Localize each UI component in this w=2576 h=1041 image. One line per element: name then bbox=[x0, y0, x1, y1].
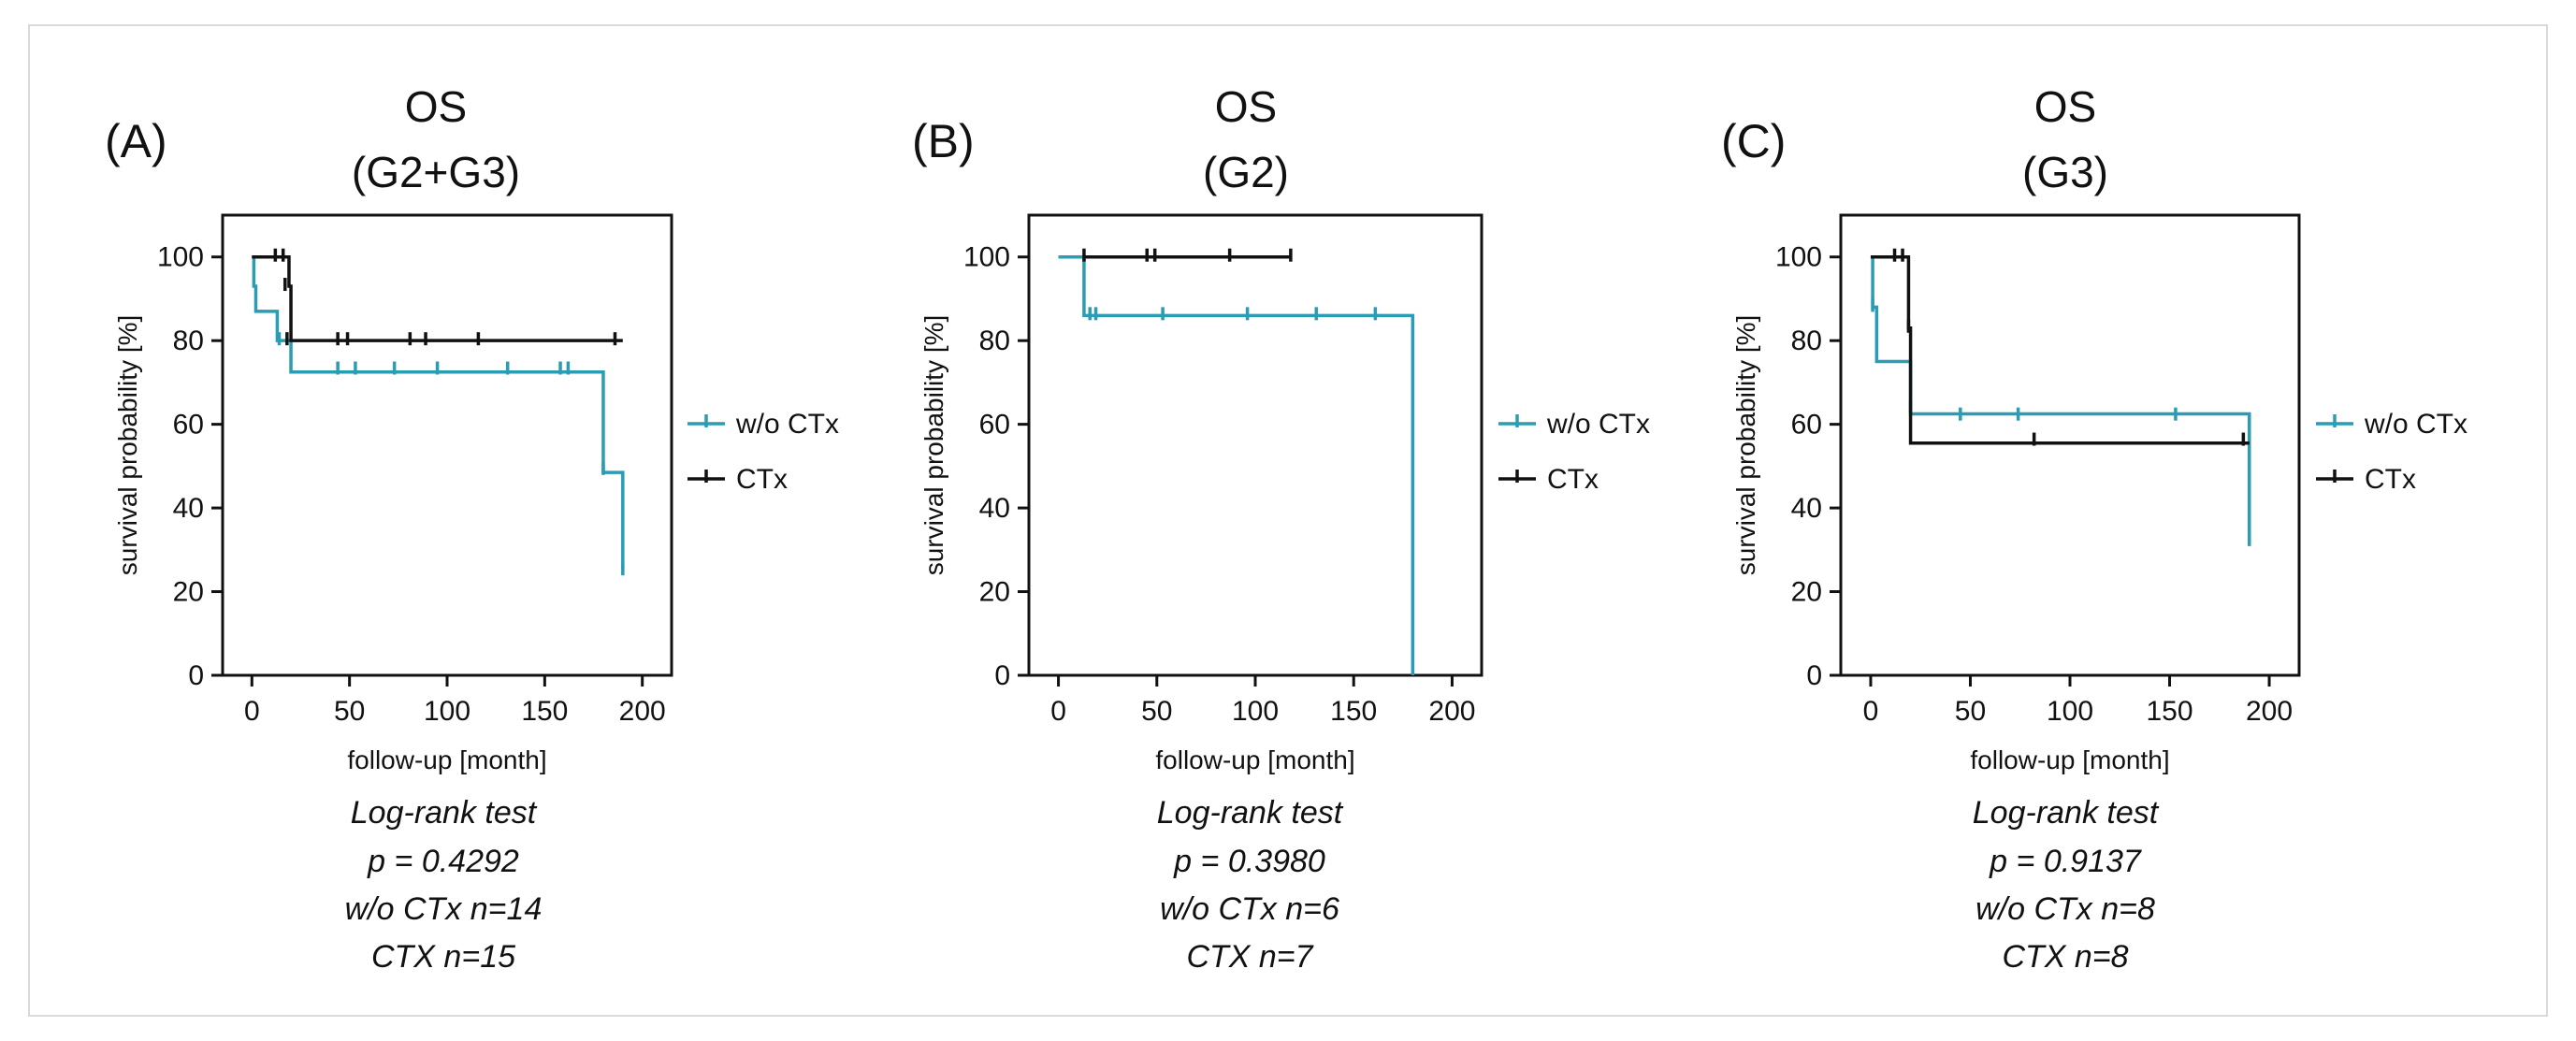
y-tick-label: 80 bbox=[173, 325, 204, 356]
stat-line: Log-rank test bbox=[1157, 795, 1344, 831]
survival-curve bbox=[252, 254, 625, 569]
x-tick-label: 200 bbox=[2246, 696, 2293, 727]
x-axis-label: follow-up [month] bbox=[1970, 745, 2169, 774]
legend-label: CTx bbox=[1547, 464, 1599, 495]
panel-label: (C) bbox=[1721, 115, 1786, 167]
x-tick-label: 50 bbox=[1955, 696, 1986, 727]
x-axis-label: follow-up [month] bbox=[1155, 745, 1354, 774]
series-ctx bbox=[1082, 248, 1293, 262]
y-tick-label: 40 bbox=[979, 493, 1010, 524]
chart-panel-2: (B) OS (G2) 0 20 40 60 80 100 0 50 100 150 200 follow-… bbox=[912, 82, 1650, 975]
x-tick-label: 50 bbox=[334, 696, 365, 727]
stat-line: w/o CTx n=8 bbox=[1975, 891, 2155, 927]
y-axis-label: survival probability [%] bbox=[919, 315, 948, 576]
y-tick-label: 60 bbox=[173, 410, 204, 441]
stat-line: p = 0.4292 bbox=[367, 844, 519, 879]
chart-title-line: OS bbox=[2034, 82, 2096, 131]
y-tick-label: 80 bbox=[1791, 325, 1822, 356]
legend-entry: CTx bbox=[687, 464, 788, 495]
figure-frame bbox=[28, 24, 2548, 1017]
y-tick-label: 100 bbox=[1775, 242, 1822, 273]
stat-line: w/o CTx n=14 bbox=[345, 891, 543, 927]
y-tick-label: 0 bbox=[188, 660, 204, 691]
y-tick-label: 0 bbox=[1806, 660, 1822, 691]
survival-curve bbox=[1058, 254, 1415, 675]
legend-entry: w/o CTx bbox=[1498, 409, 1650, 440]
chart-panel-1: (A) OS (G2+G3) 0 20 40 60 80 100 0 50 100 150 200 foll… bbox=[105, 82, 839, 975]
stat-line: w/o CTx n=6 bbox=[1160, 891, 1339, 927]
legend-entry: w/o CTx bbox=[687, 409, 839, 440]
x-tick-label: 100 bbox=[424, 696, 470, 727]
x-tick-label: 150 bbox=[1330, 696, 1377, 727]
x-tick-label: 200 bbox=[1428, 696, 1475, 727]
x-tick-label: 0 bbox=[1050, 696, 1066, 727]
x-tick-label: 100 bbox=[1232, 696, 1279, 727]
y-tick-label: 20 bbox=[1791, 577, 1822, 608]
stat-line: CTX n=8 bbox=[2002, 939, 2128, 975]
y-tick-label: 80 bbox=[979, 325, 1010, 356]
x-axis-label: follow-up [month] bbox=[347, 745, 546, 774]
y-tick-label: 100 bbox=[963, 242, 1010, 273]
x-tick-label: 0 bbox=[1863, 696, 1879, 727]
survival-curve bbox=[252, 254, 623, 342]
x-tick-label: 0 bbox=[244, 696, 260, 727]
x-tick-label: 150 bbox=[521, 696, 568, 727]
chart-title-line: OS bbox=[1215, 82, 1277, 131]
stat-line: p = 0.9137 bbox=[1989, 844, 2142, 879]
y-axis-label: survival probability [%] bbox=[1731, 315, 1760, 576]
chart-title-line: (G3) bbox=[2022, 148, 2108, 196]
chart-panel-3: (C) OS (G3) 0 20 40 60 80 100 0 50 100 150 200 follow-… bbox=[1721, 82, 2467, 975]
y-tick-label: 60 bbox=[979, 410, 1010, 441]
y-tick-label: 20 bbox=[979, 577, 1010, 608]
series-ctx bbox=[252, 248, 623, 346]
stat-line: CTX n=15 bbox=[371, 939, 515, 975]
stat-line: p = 0.3980 bbox=[1173, 844, 1325, 879]
legend-entry: w/o CTx bbox=[2316, 409, 2467, 440]
y-axis-label: survival probability [%] bbox=[113, 315, 142, 576]
x-tick-label: 50 bbox=[1141, 696, 1172, 727]
legend-label: CTx bbox=[736, 464, 788, 495]
panel-label: (B) bbox=[912, 115, 975, 167]
y-tick-label: 40 bbox=[1791, 493, 1822, 524]
stat-line: CTX n=7 bbox=[1186, 939, 1313, 975]
y-tick-label: 40 bbox=[173, 493, 204, 524]
chart-title-line: (G2) bbox=[1203, 148, 1289, 196]
stat-line: Log-rank test bbox=[351, 795, 538, 831]
chart-title-line: OS bbox=[405, 82, 467, 131]
legend-entry: CTx bbox=[2316, 464, 2416, 495]
series-woctx bbox=[252, 254, 625, 576]
panel-label: (A) bbox=[105, 115, 167, 167]
y-tick-label: 0 bbox=[994, 660, 1010, 691]
x-tick-label: 200 bbox=[619, 696, 666, 727]
legend-label: w/o CTx bbox=[2364, 409, 2467, 440]
legend-entry: CTx bbox=[1498, 464, 1599, 495]
chart-title-line: (G2+G3) bbox=[352, 148, 520, 196]
series-ctx bbox=[1870, 248, 2250, 446]
legend-label: w/o CTx bbox=[1546, 409, 1650, 440]
x-tick-label: 150 bbox=[2146, 696, 2192, 727]
y-tick-label: 20 bbox=[173, 577, 204, 608]
y-tick-label: 60 bbox=[1791, 410, 1822, 441]
stat-line: Log-rank test bbox=[1973, 795, 2160, 831]
legend-label: w/o CTx bbox=[735, 409, 839, 440]
series-woctx bbox=[1870, 254, 2251, 546]
y-tick-label: 100 bbox=[157, 242, 204, 273]
x-tick-label: 100 bbox=[2047, 696, 2093, 727]
series-woctx bbox=[1058, 254, 1415, 675]
legend-label: CTx bbox=[2365, 464, 2416, 495]
survival-curve bbox=[1870, 254, 2251, 540]
